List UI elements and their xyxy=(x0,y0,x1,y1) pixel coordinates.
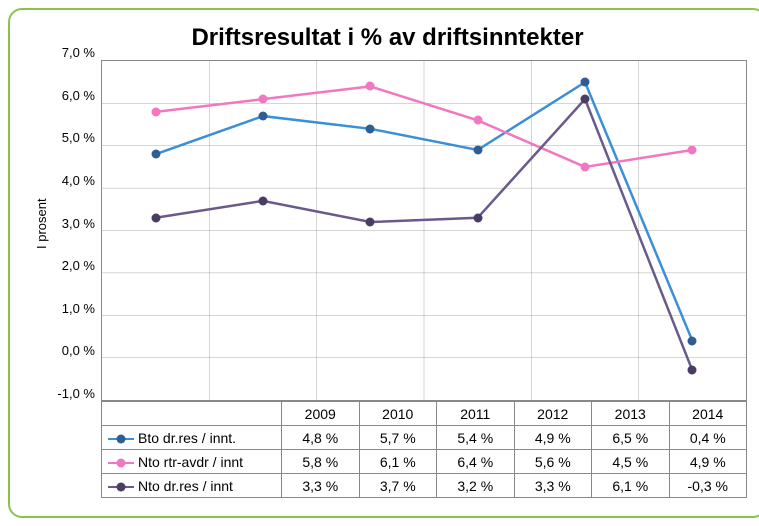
table-area: 200920102011201220132014Bto dr.res / inn… xyxy=(49,401,747,498)
category-header: 2011 xyxy=(437,402,515,426)
data-cell: 4,9 % xyxy=(514,426,592,450)
series-marker xyxy=(473,213,482,222)
legend-cell: Bto dr.res / innt. xyxy=(102,426,282,450)
legend-cell: Nto rtr-avdr / innt xyxy=(102,450,282,474)
series-marker xyxy=(366,124,375,133)
data-cell: 6,4 % xyxy=(437,450,515,474)
series-marker xyxy=(581,78,590,87)
chart-title: Driftsresultat i % av driftsinntekter xyxy=(28,24,747,52)
chart-body: I prosent 7,0 %6,0 %5,0 %4,0 %3,0 %2,0 %… xyxy=(28,60,747,498)
series-marker xyxy=(688,145,697,154)
legend-swatch xyxy=(108,438,134,441)
category-header: 2010 xyxy=(359,402,437,426)
table-header-row: 200920102011201220132014 xyxy=(102,402,747,426)
plot-row: 7,0 %6,0 %5,0 %4,0 %3,0 %2,0 %1,0 %0,0 %… xyxy=(49,60,747,401)
category-header: 2013 xyxy=(592,402,670,426)
series-marker xyxy=(151,107,160,116)
series-marker xyxy=(259,95,268,104)
legend-cell: Nto dr.res / innt xyxy=(102,474,282,498)
legend-header-empty xyxy=(102,402,282,426)
series-marker xyxy=(581,95,590,104)
category-header: 2012 xyxy=(514,402,592,426)
data-cell: 3,3 % xyxy=(514,474,592,498)
data-cell: 4,8 % xyxy=(282,426,360,450)
data-cell: 3,7 % xyxy=(359,474,437,498)
legend-label: Nto rtr-avdr / innt xyxy=(138,454,243,470)
series-marker xyxy=(151,213,160,222)
data-cell: 4,9 % xyxy=(669,450,747,474)
legend-swatch xyxy=(108,462,134,465)
data-cell: 6,1 % xyxy=(592,474,670,498)
series-marker xyxy=(259,196,268,205)
data-cell: -0,3 % xyxy=(669,474,747,498)
chart-lines-svg xyxy=(102,61,746,400)
table-row: Nto dr.res / innt3,3 %3,7 %3,2 %3,3 %6,1… xyxy=(102,474,747,498)
data-cell: 6,5 % xyxy=(592,426,670,450)
chart-container: Driftsresultat i % av driftsinntekter I … xyxy=(8,8,759,518)
data-table: 200920102011201220132014Bto dr.res / inn… xyxy=(101,401,747,498)
data-cell: 5,7 % xyxy=(359,426,437,450)
plot-area xyxy=(101,60,747,401)
series-marker xyxy=(366,218,375,227)
series-marker xyxy=(581,162,590,171)
series-marker xyxy=(688,366,697,375)
chart-main: 7,0 %6,0 %5,0 %4,0 %3,0 %2,0 %1,0 %0,0 %… xyxy=(49,60,747,498)
table-row: Nto rtr-avdr / innt5,8 %6,1 %6,4 %5,6 %4… xyxy=(102,450,747,474)
series-marker xyxy=(259,112,268,121)
table-row: Bto dr.res / innt. 4,8 %5,7 %5,4 %4,9 %6,… xyxy=(102,426,747,450)
series-marker xyxy=(151,150,160,159)
series-marker xyxy=(366,82,375,91)
data-cell: 5,8 % xyxy=(282,450,360,474)
category-header: 2009 xyxy=(282,402,360,426)
y-ticks: 7,0 %6,0 %5,0 %4,0 %3,0 %2,0 %1,0 %0,0 %… xyxy=(49,60,101,401)
data-cell: 3,2 % xyxy=(437,474,515,498)
data-cell: 4,5 % xyxy=(592,450,670,474)
legend-label: Nto dr.res / innt xyxy=(138,478,233,494)
y-axis-label: I prosent xyxy=(28,60,49,388)
series-marker xyxy=(688,336,697,345)
data-cell: 6,1 % xyxy=(359,450,437,474)
data-cell: 5,4 % xyxy=(437,426,515,450)
data-cell: 0,4 % xyxy=(669,426,747,450)
legend-swatch xyxy=(108,486,134,489)
data-cell: 5,6 % xyxy=(514,450,592,474)
legend-label: Bto dr.res / innt. xyxy=(138,430,236,446)
series-marker xyxy=(473,116,482,125)
series-marker xyxy=(473,145,482,154)
data-cell: 3,3 % xyxy=(282,474,360,498)
category-header: 2014 xyxy=(669,402,747,426)
